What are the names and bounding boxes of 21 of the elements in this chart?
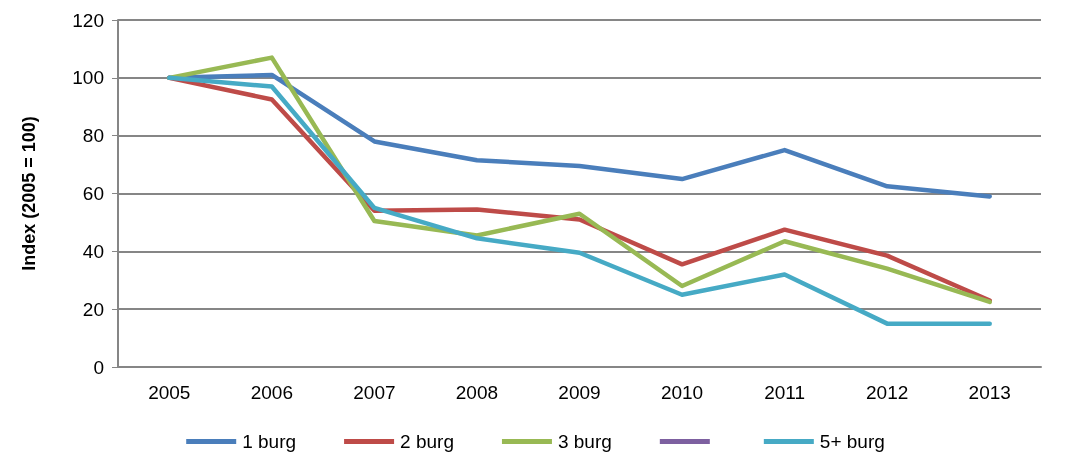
- x-tick-label: 2011: [764, 382, 806, 403]
- y-tick-label: 60: [82, 183, 104, 204]
- x-tick-label: 2009: [558, 382, 601, 403]
- y-tick-label: 120: [72, 9, 104, 31]
- x-tick-label: 2010: [660, 382, 704, 403]
- x-tick-label: 2013: [968, 382, 1011, 403]
- y-tick-label: 100: [72, 67, 104, 89]
- x-tick-label: 2005: [148, 382, 191, 403]
- x-tick-label: 2012: [866, 382, 909, 403]
- legend-label: 5+ burg: [819, 431, 885, 452]
- y-tick-label: 0: [93, 356, 104, 378]
- x-tick-label: 2006: [250, 382, 293, 403]
- legend-label: 3 burg: [557, 431, 612, 452]
- x-tick-label: 2008: [455, 382, 499, 403]
- legend-label: 1 burg: [242, 431, 297, 452]
- legend-label: 2 burg: [400, 431, 454, 452]
- y-tick-label: 80: [82, 125, 104, 147]
- y-tick-label: 20: [82, 298, 104, 320]
- x-tick-label: 2007: [353, 382, 396, 403]
- y-axis-title: Index (2005 = 100): [19, 116, 39, 271]
- y-tick-label: 40: [82, 240, 104, 262]
